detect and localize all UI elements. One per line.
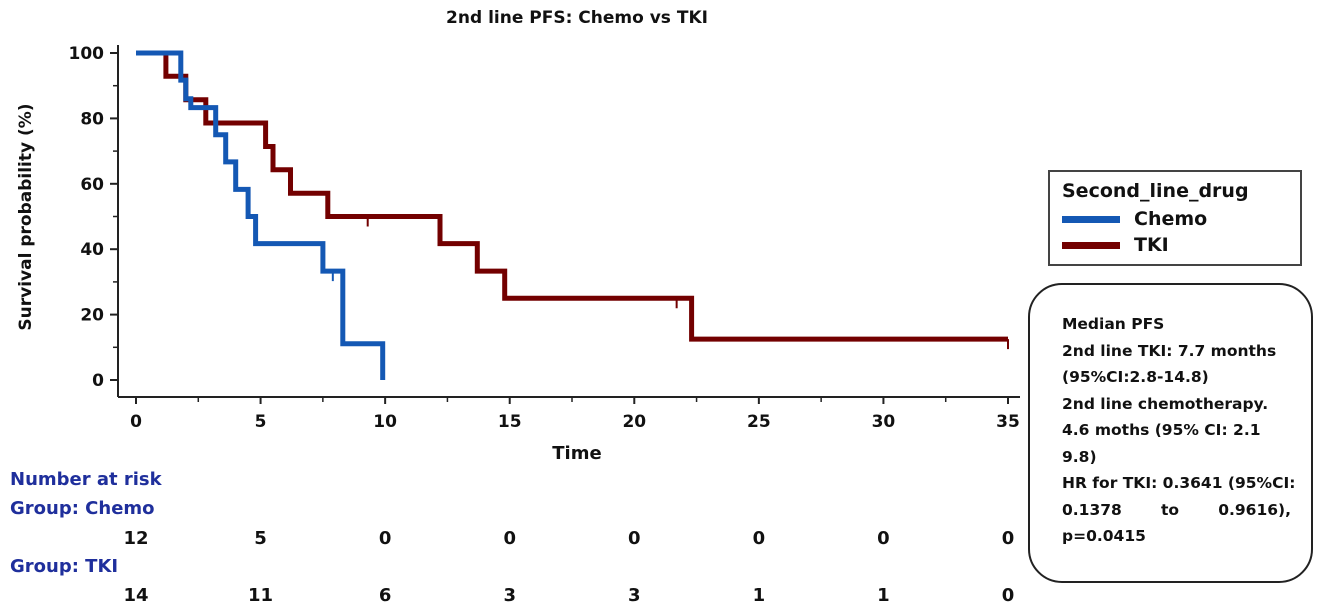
risk-count: 5 [254,528,267,549]
risk-count: 11 [248,585,274,606]
stats-line: 9.8) [1062,447,1097,466]
stats-line: 4.6 moths (95% CI: 2.1 [1062,421,1261,439]
risk-count: 0 [503,528,516,549]
risk-heading: Number at risk [10,469,162,490]
stats-ci-low: 0.1378 [1062,500,1122,519]
stats-line: Median PFS [1062,315,1165,333]
x-tick-label: 15 [498,412,522,432]
y-tick-label: 80 [80,109,104,129]
tick-layer: 0 20 40 60 80 100 0 5 10 15 20 25 30 35 [69,44,1020,432]
risk-count: 0 [752,528,766,549]
y-tick-label: 0 [92,371,104,391]
x-tick-label: 0 [130,412,142,432]
risk-count: 12 [123,528,149,549]
y-tick-label: 100 [69,44,105,64]
stats-line: 2nd line TKI: 7.7 months [1062,341,1277,360]
risk-count: 0 [1001,528,1015,549]
y-tick-label: 60 [80,175,104,195]
x-tick-label: 10 [373,412,397,432]
risk-count: 0 [877,528,890,549]
km-curve-tki [136,50,1008,342]
stats-line-ci: 0.1378 to 0.9616), [1062,497,1297,524]
risk-count: 1 [877,585,890,606]
stats-ci-high: 0.9616), [1218,500,1291,519]
stats-line: HR for TKI: 0.3641 (95%CI: [1062,474,1296,492]
axes [117,45,1020,398]
risk-count: 0 [628,528,641,549]
legend-title: Second_line_drug [1062,180,1249,202]
risk-count: 0 [1001,585,1015,606]
x-tick-label: 30 [872,412,896,432]
x-tick-label: 35 [996,412,1020,432]
km-curve-chemo [136,50,386,380]
risk-count: 3 [503,585,516,606]
risk-count: 6 [378,585,392,606]
x-axis-label: Time [552,443,601,464]
risk-count: 0 [378,528,392,549]
curve-layer [136,50,1009,380]
stats-line-p: p=0.0415 [1062,527,1146,545]
y-axis-label: Survival probability (%) [16,103,36,330]
legend-item-tki: TKI [1062,232,1169,258]
risk-count: 14 [123,585,149,606]
x-tick-label: 5 [255,412,267,432]
y-tick-label: 20 [80,306,104,326]
km-chart: 2nd line PFS: Chemo vs TKI Survival prob… [16,8,1020,464]
stats-line: (95%CI:2.8-14.8) [1062,368,1209,386]
legend-swatch-tki [1062,241,1120,249]
legend: Second_line_drug Chemo TKI [1048,170,1302,266]
risk-count: 3 [628,585,641,606]
median-pfs-box: Median PFS 2nd line TKI: 7.7 months (95%… [1028,283,1313,583]
risk-group-tki-label: Group: TKI [10,556,119,577]
stats-line: 2nd line chemotherapy. [1062,394,1269,413]
chart-title: 2nd line PFS: Chemo vs TKI [446,8,708,28]
x-tick-label: 20 [622,412,646,432]
legend-item-chemo: Chemo [1062,206,1207,232]
legend-label-chemo: Chemo [1134,208,1208,230]
risk-group-chemo-label: Group: Chemo [10,498,155,519]
legend-swatch-chemo [1062,215,1120,223]
x-tick-label: 25 [747,412,771,432]
risk-count: 1 [752,585,766,606]
y-tick-label: 40 [80,240,104,260]
legend-label-tki: TKI [1134,234,1169,256]
stats-ci-to: to [1160,500,1180,519]
